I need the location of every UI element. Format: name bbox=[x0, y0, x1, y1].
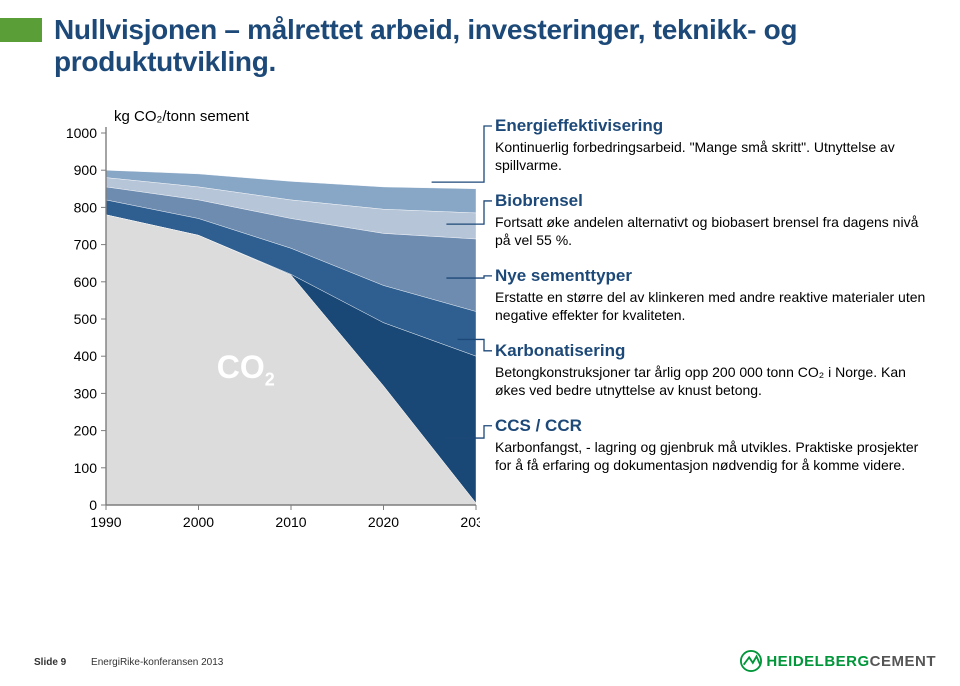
desc-head-3: Karbonatisering bbox=[495, 341, 935, 361]
svg-text:2030: 2030 bbox=[460, 514, 480, 530]
stacked-area-chart: 0 100 200 300 400 500 600 700 800 900 1000 1990 2000… bbox=[60, 105, 480, 535]
desc-body-4: Karbonfangst, - lagring og gjenbruk må u… bbox=[495, 438, 935, 475]
svg-text:2010: 2010 bbox=[275, 514, 306, 530]
desc-3: KarbonatiseringBetongkonstruksjoner tar … bbox=[495, 341, 935, 400]
svg-text:200: 200 bbox=[74, 423, 98, 439]
desc-body-3: Betongkonstruksjoner tar årlig opp 200 0… bbox=[495, 363, 935, 400]
logo-text-2: CEMENT bbox=[870, 653, 936, 670]
desc-body-0: Kontinuerlig forbedringsarbeid. "Mange s… bbox=[495, 138, 935, 175]
svg-text:2000: 2000 bbox=[183, 514, 214, 530]
desc-2: Nye sementtyperErstatte en større del av… bbox=[495, 266, 935, 325]
svg-text:800: 800 bbox=[74, 199, 98, 215]
descriptions-panel: EnergieffektiviseringKontinuerlig forbed… bbox=[495, 116, 935, 491]
desc-body-2: Erstatte en større del av klinkeren med … bbox=[495, 288, 935, 325]
svg-text:2020: 2020 bbox=[368, 514, 399, 530]
desc-1: BiobrenselFortsatt øke andelen alternati… bbox=[495, 191, 935, 250]
svg-text:500: 500 bbox=[74, 311, 98, 327]
logo-text: HEIDELBERGCEMENT bbox=[766, 653, 936, 670]
desc-body-1: Fortsatt øke andelen alternativt og biob… bbox=[495, 213, 935, 250]
svg-text:100: 100 bbox=[74, 460, 98, 476]
footer: Slide 9 EnergiRike-konferansen 2013 bbox=[34, 657, 223, 668]
svg-text:700: 700 bbox=[74, 237, 98, 253]
desc-head-4: CCS / CCR bbox=[495, 416, 935, 436]
page-title: Nullvisjonen – målrettet arbeid, investe… bbox=[54, 14, 960, 78]
logo-text-1: HEIDELBERG bbox=[766, 653, 869, 670]
desc-head-1: Biobrensel bbox=[495, 191, 935, 211]
svg-text:300: 300 bbox=[74, 385, 98, 401]
desc-head-2: Nye sementtyper bbox=[495, 266, 935, 286]
co2-label: CO2 bbox=[217, 349, 275, 390]
chart-area: 0 100 200 300 400 500 600 700 800 900 1000 1990 2000… bbox=[60, 105, 480, 535]
co2-label-sub: 2 bbox=[265, 370, 275, 390]
svg-text:600: 600 bbox=[74, 274, 98, 290]
svg-text:0: 0 bbox=[89, 497, 97, 513]
co2-label-text: CO bbox=[217, 349, 265, 385]
desc-0: EnergieffektiviseringKontinuerlig forbed… bbox=[495, 116, 935, 175]
footer-event: EnergiRike-konferansen 2013 bbox=[91, 657, 223, 668]
accent-bar bbox=[0, 18, 42, 42]
svg-text:900: 900 bbox=[74, 162, 98, 178]
svg-text:1990: 1990 bbox=[90, 514, 121, 530]
slide-number: Slide 9 bbox=[34, 657, 66, 668]
desc-head-0: Energieffektivisering bbox=[495, 116, 935, 136]
logo-icon bbox=[740, 650, 762, 672]
svg-text:1000: 1000 bbox=[66, 125, 97, 141]
desc-4: CCS / CCRKarbonfangst, - lagring og gjen… bbox=[495, 416, 935, 475]
logo: HEIDELBERGCEMENT bbox=[740, 650, 936, 672]
svg-text:400: 400 bbox=[74, 348, 98, 364]
